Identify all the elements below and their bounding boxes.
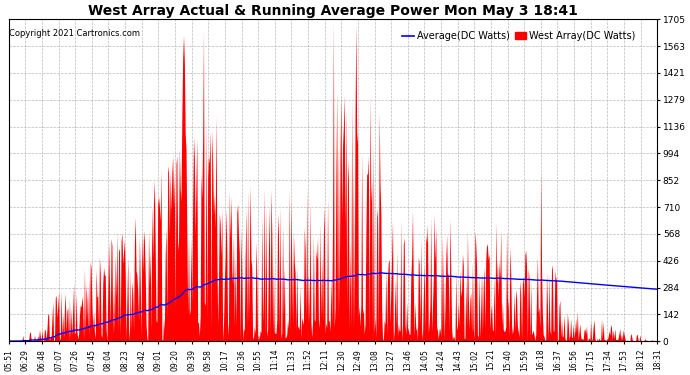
Title: West Array Actual & Running Average Power Mon May 3 18:41: West Array Actual & Running Average Powe… — [88, 4, 578, 18]
Legend: Average(DC Watts), West Array(DC Watts): Average(DC Watts), West Array(DC Watts) — [398, 27, 640, 45]
Text: Copyright 2021 Cartronics.com: Copyright 2021 Cartronics.com — [10, 29, 140, 38]
